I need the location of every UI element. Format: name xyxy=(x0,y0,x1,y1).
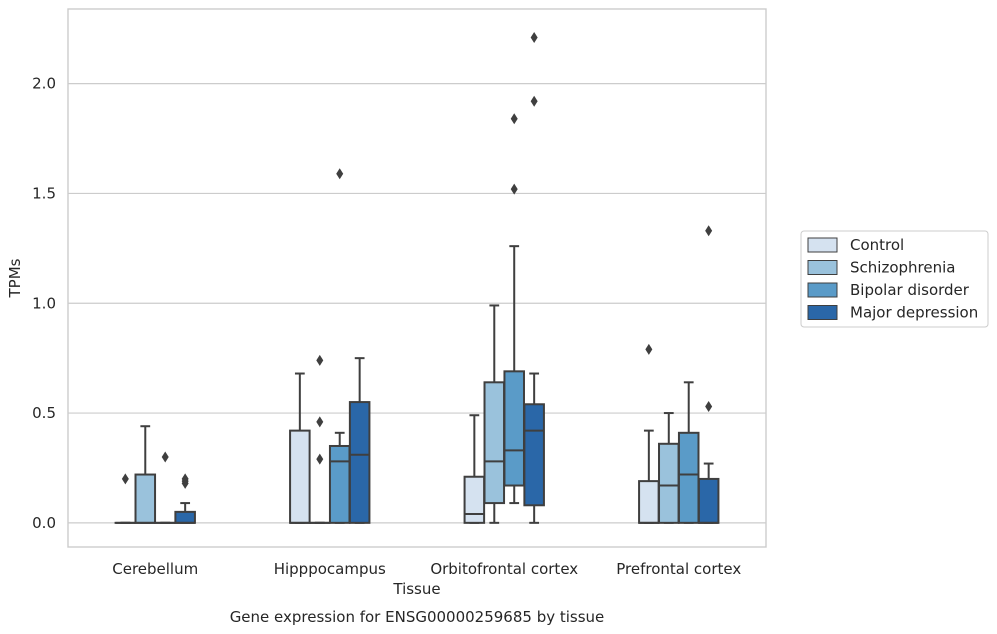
outlier-point xyxy=(316,416,324,428)
outlier-point xyxy=(121,473,129,485)
box-body xyxy=(463,475,486,524)
outlier-point xyxy=(316,453,324,465)
legend-frame xyxy=(800,230,989,328)
box-body xyxy=(348,401,371,524)
legend-label: Major depression xyxy=(850,304,978,322)
y-tick-label: 0.5 xyxy=(32,404,56,422)
outlier-point xyxy=(530,95,538,107)
box-group xyxy=(677,381,700,524)
outlier-point xyxy=(705,400,713,412)
box-group xyxy=(289,372,311,524)
legend: Control Schizophrenia Bipolar disorder Majo… xyxy=(800,230,989,328)
box-body xyxy=(134,473,157,524)
x-tick-label: Cerebellum xyxy=(112,560,198,578)
y-tick-label: 1.5 xyxy=(32,184,56,202)
x-tick-label: Orbitofrontal cortex xyxy=(430,560,578,578)
box-series xyxy=(114,32,720,524)
x-tick-label: Prefrontal cortex xyxy=(616,560,741,578)
box-group xyxy=(114,473,137,524)
box-group xyxy=(638,343,660,524)
box-body xyxy=(289,429,311,524)
legend-swatch xyxy=(807,305,838,320)
box-body xyxy=(523,403,545,507)
legend-label: Control xyxy=(850,236,904,254)
box-group xyxy=(697,225,720,524)
y-tick-label: 2.0 xyxy=(32,75,56,93)
y-axis-label: TPMs xyxy=(6,258,24,298)
box-body xyxy=(658,442,680,524)
legend-label: Schizophrenia xyxy=(850,259,955,277)
box-body xyxy=(483,381,506,505)
outlier-point xyxy=(510,113,518,125)
legend-swatch xyxy=(807,237,838,253)
x-tick-label: Hipppocampus xyxy=(274,560,386,578)
box-group xyxy=(174,473,196,524)
outlier-point xyxy=(530,32,538,44)
box-group xyxy=(523,32,545,524)
x-tick-labels: Cerebellum Hipppocampus Orbitofrontal cort… xyxy=(112,560,741,578)
box-group xyxy=(154,451,176,524)
box-body xyxy=(328,444,351,524)
legend-swatch xyxy=(807,282,838,298)
box-group xyxy=(348,357,371,524)
chart-title: Gene expression for ENSG00000259685 by t… xyxy=(230,608,605,626)
legend-label: Bipolar disorder xyxy=(850,281,970,299)
box-body xyxy=(503,370,525,487)
y-tick-label: 0.0 xyxy=(32,514,56,532)
box-group xyxy=(503,113,525,505)
box-group xyxy=(483,304,506,524)
legend-swatch xyxy=(807,260,838,275)
outlier-point xyxy=(705,225,713,237)
outlier-point xyxy=(161,451,169,463)
x-axis-label: Tissue xyxy=(392,580,440,598)
y-tick-labels: 0.0 0.5 1.0 1.5 2.0 xyxy=(32,75,56,532)
outlier-point xyxy=(510,183,518,195)
box-group xyxy=(328,168,351,524)
box-group xyxy=(134,425,157,524)
y-tick-label: 1.0 xyxy=(32,294,56,312)
box-body xyxy=(677,431,700,524)
box-body xyxy=(174,510,196,524)
outlier-point xyxy=(336,168,344,180)
outlier-point xyxy=(316,354,324,366)
box-body xyxy=(638,480,660,524)
outlier-point xyxy=(181,473,189,485)
outlier-point xyxy=(645,343,653,355)
box-body xyxy=(697,477,720,524)
